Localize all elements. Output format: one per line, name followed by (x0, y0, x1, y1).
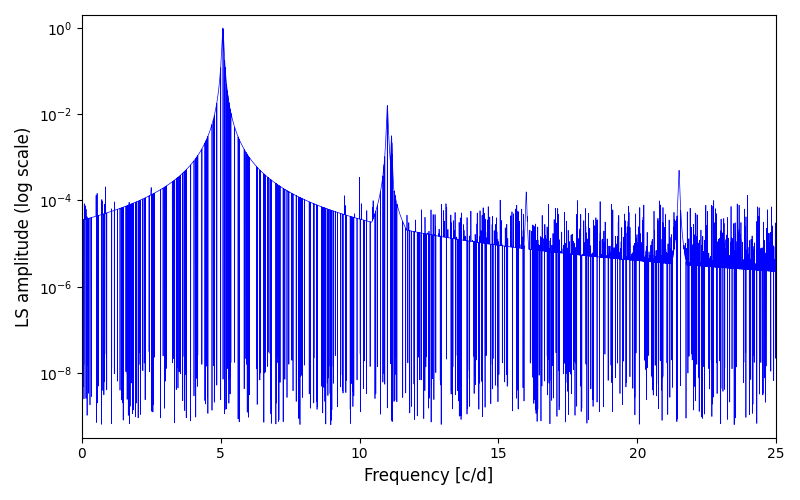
X-axis label: Frequency [c/d]: Frequency [c/d] (364, 467, 494, 485)
Y-axis label: LS amplitude (log scale): LS amplitude (log scale) (15, 126, 33, 326)
